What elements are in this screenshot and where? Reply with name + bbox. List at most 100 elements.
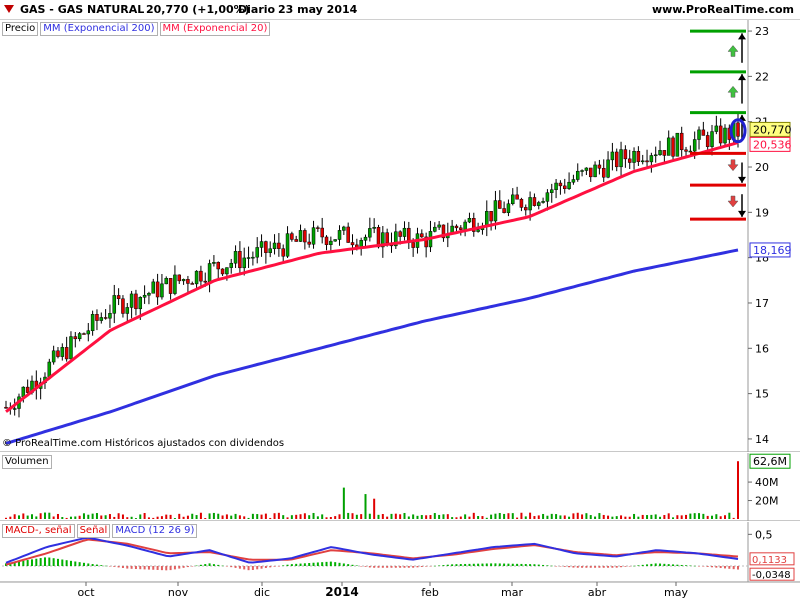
site-link[interactable]: www.ProRealTime.com [651,3,794,16]
volume-bar [82,513,85,519]
macd-histogram-bar [91,564,94,566]
legend-macd[interactable]: MACD (12 26 9) [112,524,198,538]
macd-histogram-bar [680,564,683,566]
legend-ema200[interactable]: MM (Exponencial 200) [40,22,158,36]
x-tick-label: abr [588,586,607,599]
macd-histogram-bar [256,566,259,570]
volume-bar [108,514,111,519]
candle-body [562,185,567,189]
candle-body [606,159,610,178]
volume-panel[interactable]: 40M 20M 62,6M Volumen [0,453,800,521]
candle-body [333,239,337,242]
candle-body [623,149,628,160]
volume-bar [69,516,72,519]
down-arrow-icon [4,5,14,13]
candle-body [255,247,259,258]
macd-histogram-bar [100,565,103,566]
candle-body [177,274,182,282]
volume-bar [95,513,98,519]
macd-histogram-bar [264,566,267,569]
volume-bar [355,514,358,519]
candle-body [627,158,632,163]
hist-tag-box [749,567,795,581]
macd-histogram-bar [693,565,696,567]
macd-histogram-bar [56,558,59,566]
candle-body [498,200,502,209]
macd-histogram-bar [87,563,90,566]
legend-ema20[interactable]: MM (Exponencial 20) [159,22,271,36]
candle-body [580,170,584,172]
macd-histogram-bar [394,566,397,568]
macd-histogram-bar [113,566,116,567]
macd-histogram-bar [347,564,350,566]
legend-signal[interactable]: Señal [76,524,111,538]
volume-bar [542,513,545,519]
macd-histogram-bar [559,566,562,567]
copyright-note: © ProRealTime.com Históricos ajustados c… [2,438,285,449]
volume-bar [451,517,454,519]
y-tick-label: 17 [755,297,769,310]
macd-histogram-bar [589,566,592,568]
period-label: Diario [238,3,276,16]
candle-body [437,224,441,228]
candle-body [186,279,190,284]
macd-histogram-bar [381,566,384,568]
macd-histogram-bar [69,560,72,566]
volume-bar [290,515,293,519]
volume-bar [589,515,592,519]
macd-panel[interactable]: 0,5 0,1133 -0,0348 MACD-, señal Señal MACD… [0,522,800,582]
candle-body [593,164,597,178]
volume-bar [611,516,614,519]
volume-bar [360,514,363,519]
volume-bar [728,512,731,519]
macd-histogram-bar [78,562,81,566]
legend-price[interactable]: Precio [2,22,39,36]
candle-body [303,230,307,243]
macd-histogram-bar [74,561,77,566]
volume-bar [568,516,571,519]
volume-bar [620,515,623,519]
macd-histogram-bar [611,566,614,568]
candle-body [532,197,537,206]
macd-histogram-bar [498,563,501,566]
macd-histogram-bar [299,563,302,566]
macd-histogram-bar [455,564,458,566]
macd-histogram-bar [312,562,315,566]
last-price-tag-box [749,121,791,137]
legend-volume[interactable]: Volumen [2,455,52,469]
macd-histogram-bar [576,566,579,568]
candle-body [385,232,389,244]
macd-histogram-bar [663,563,666,566]
volume-bar [104,515,107,519]
volume-bar [559,515,562,519]
volume-bar [390,513,393,519]
macd-histogram-bar [377,566,380,568]
volume-chart[interactable]: 40M 20M 62,6M [0,453,800,521]
down-arrow-head [738,210,746,217]
x-axis: oct nov dic 2014 feb mar abr may [0,582,800,599]
volume-bar [394,513,397,519]
volume-bar [464,514,467,519]
candle-body [21,386,26,398]
last-price-tag: 20,770 [753,123,792,136]
macd-histogram-bar [438,565,441,566]
candle-body [147,292,151,296]
candle-body [705,135,710,147]
volume-bar [572,513,575,519]
volume-bar [247,517,250,519]
candle-body [320,227,324,238]
macd-histogram-bar [468,563,471,566]
macd-histogram-bar [403,566,406,568]
volume-bar [438,514,441,519]
volume-bar [654,514,657,519]
macd-histogram-bar [260,566,263,569]
legend-macd-signal-diff[interactable]: MACD-, señal [2,524,75,538]
macd-histogram-bar [633,565,636,567]
volume-bar [87,514,90,519]
macd-histogram-bar [191,566,194,567]
candle-body [73,336,78,340]
macd-chart[interactable]: 0,5 0,1133 -0,0348 [0,522,800,582]
y-tick-label: 16 [755,342,769,355]
